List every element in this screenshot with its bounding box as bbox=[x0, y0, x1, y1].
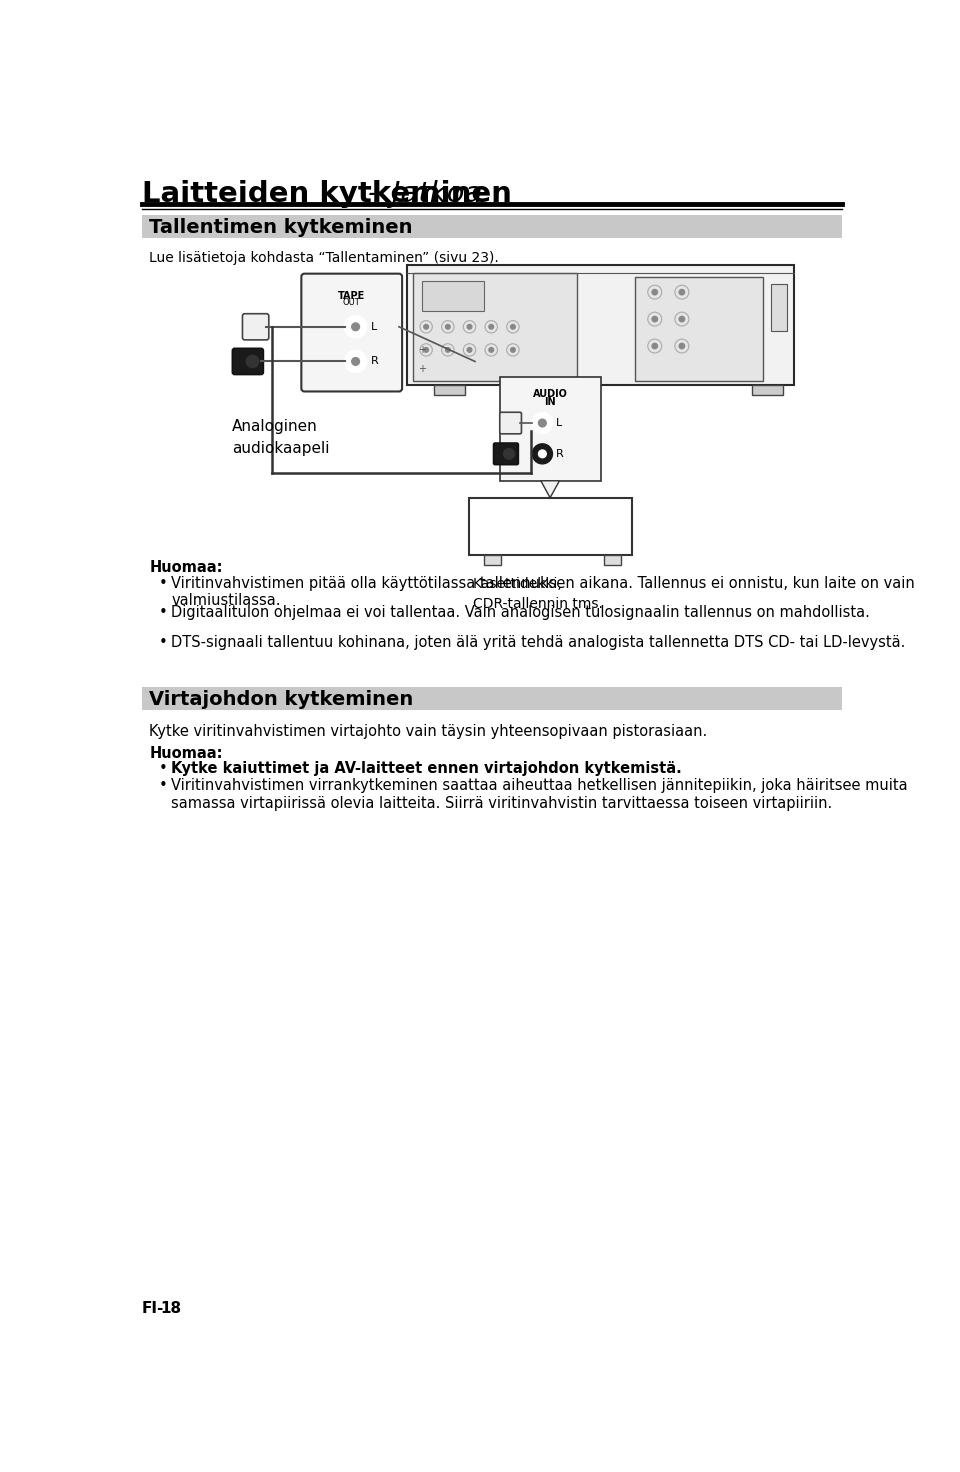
FancyBboxPatch shape bbox=[232, 349, 263, 374]
Text: AUDIO: AUDIO bbox=[533, 389, 567, 399]
Circle shape bbox=[351, 322, 359, 331]
Text: 18: 18 bbox=[160, 1301, 181, 1316]
Circle shape bbox=[539, 450, 546, 458]
Text: – Jatkoa: – Jatkoa bbox=[368, 181, 482, 209]
Text: Kytke viritinvahvistimen virtajohto vain täysin yhteensopivaan pistorasiaan.: Kytke viritinvahvistimen virtajohto vain… bbox=[150, 724, 708, 739]
Text: IN: IN bbox=[544, 397, 556, 406]
FancyBboxPatch shape bbox=[493, 443, 518, 465]
Text: DTS-signaali tallentuu kohinana, joten älä yritä tehdä analogista tallennetta DT: DTS-signaali tallentuu kohinana, joten ä… bbox=[171, 634, 905, 649]
Text: Digitaalitulon ohjelmaa ei voi tallentaa. Vain analogisen tulosignaalin tallennu: Digitaalitulon ohjelmaa ei voi tallentaa… bbox=[171, 605, 870, 620]
Circle shape bbox=[511, 347, 516, 352]
Text: Laitteiden kytkeminen: Laitteiden kytkeminen bbox=[142, 181, 512, 209]
FancyBboxPatch shape bbox=[407, 265, 794, 384]
Text: Analoginen
audiokaapeli: Analoginen audiokaapeli bbox=[232, 420, 330, 456]
FancyBboxPatch shape bbox=[636, 277, 763, 381]
FancyBboxPatch shape bbox=[500, 412, 521, 434]
FancyBboxPatch shape bbox=[413, 272, 577, 381]
Text: L: L bbox=[557, 418, 563, 428]
Text: •: • bbox=[158, 576, 167, 590]
Text: Huomaa:: Huomaa: bbox=[150, 746, 223, 761]
FancyBboxPatch shape bbox=[142, 215, 842, 238]
Circle shape bbox=[468, 324, 472, 330]
Circle shape bbox=[539, 420, 546, 427]
Circle shape bbox=[511, 324, 516, 330]
Circle shape bbox=[652, 343, 658, 349]
Text: Kasettidekki,
CDR-tallennin tms.: Kasettidekki, CDR-tallennin tms. bbox=[472, 577, 603, 611]
FancyBboxPatch shape bbox=[752, 384, 782, 396]
Text: R: R bbox=[372, 356, 379, 367]
Text: L: L bbox=[372, 322, 377, 331]
Circle shape bbox=[345, 350, 367, 372]
FancyBboxPatch shape bbox=[243, 314, 269, 340]
Text: Viritinvahvistimen virrankytkeminen saattaa aiheuttaa hetkellisen jännitepiikin,: Viritinvahvistimen virrankytkeminen saat… bbox=[171, 779, 908, 811]
Circle shape bbox=[345, 316, 367, 337]
Circle shape bbox=[652, 316, 658, 322]
Circle shape bbox=[247, 355, 259, 368]
Text: Virtajohdon kytkeminen: Virtajohdon kytkeminen bbox=[150, 690, 414, 710]
Text: +: + bbox=[419, 364, 426, 374]
Text: •: • bbox=[158, 779, 167, 793]
FancyBboxPatch shape bbox=[771, 284, 786, 331]
Circle shape bbox=[532, 414, 552, 433]
Polygon shape bbox=[540, 481, 560, 498]
Circle shape bbox=[423, 324, 428, 330]
Text: Lue lisätietoja kohdasta “Tallentaminen” (sivu 23).: Lue lisätietoja kohdasta “Tallentaminen”… bbox=[150, 250, 499, 265]
Circle shape bbox=[489, 324, 493, 330]
Circle shape bbox=[679, 290, 684, 294]
Text: •: • bbox=[158, 605, 167, 620]
Circle shape bbox=[351, 358, 359, 365]
FancyBboxPatch shape bbox=[142, 687, 842, 711]
FancyBboxPatch shape bbox=[434, 384, 465, 396]
Text: •: • bbox=[158, 761, 167, 776]
Text: TAPE: TAPE bbox=[338, 290, 366, 300]
Circle shape bbox=[504, 449, 515, 459]
Text: Viritinvahvistimen pitää olla käyttötilassa tallennuksen aikana. Tallennus ei on: Viritinvahvistimen pitää olla käyttötila… bbox=[171, 576, 915, 608]
Text: +: + bbox=[419, 344, 426, 355]
Text: •: • bbox=[158, 634, 167, 649]
FancyBboxPatch shape bbox=[422, 281, 484, 312]
FancyBboxPatch shape bbox=[468, 498, 632, 555]
Text: R: R bbox=[557, 449, 564, 459]
Circle shape bbox=[445, 324, 450, 330]
Circle shape bbox=[423, 347, 428, 352]
Circle shape bbox=[532, 445, 552, 464]
Circle shape bbox=[652, 290, 658, 294]
Circle shape bbox=[468, 347, 472, 352]
Circle shape bbox=[679, 343, 684, 349]
Text: FI-: FI- bbox=[142, 1301, 164, 1316]
Circle shape bbox=[679, 316, 684, 322]
FancyBboxPatch shape bbox=[500, 377, 601, 481]
Circle shape bbox=[489, 347, 493, 352]
Text: Kytke kaiuttimet ja AV-laitteet ennen virtajohdon kytkemistä.: Kytke kaiuttimet ja AV-laitteet ennen vi… bbox=[171, 761, 682, 776]
FancyBboxPatch shape bbox=[301, 274, 402, 392]
Text: OUT: OUT bbox=[343, 299, 361, 308]
Circle shape bbox=[445, 347, 450, 352]
FancyBboxPatch shape bbox=[484, 555, 501, 565]
Text: Huomaa:: Huomaa: bbox=[150, 561, 223, 576]
Text: Tallentimen kytkeminen: Tallentimen kytkeminen bbox=[150, 218, 413, 237]
FancyBboxPatch shape bbox=[605, 555, 621, 565]
